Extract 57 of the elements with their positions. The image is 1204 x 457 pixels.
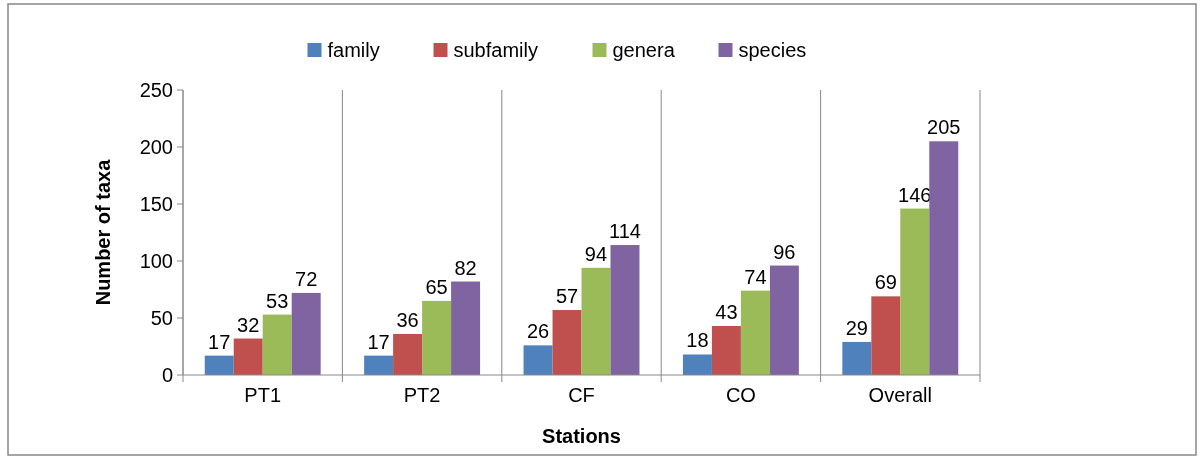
data-label: 205 [927, 116, 961, 139]
x-tick-label: CF [568, 384, 595, 406]
legend-label: family [327, 39, 380, 61]
y-tick-label: 200 [139, 136, 173, 158]
data-label: 29 [845, 316, 868, 339]
data-label: 94 [584, 242, 608, 265]
bar [871, 296, 901, 375]
bar [204, 355, 234, 375]
bar [682, 354, 712, 375]
bar [262, 314, 292, 375]
data-label: 69 [874, 271, 897, 294]
bar [842, 341, 872, 375]
bar [422, 300, 452, 375]
x-tick-label: PT1 [244, 384, 282, 406]
bar [610, 245, 640, 375]
bar [900, 208, 930, 375]
data-label: 17 [208, 330, 231, 353]
data-label: 26 [526, 320, 550, 343]
bar [523, 345, 553, 375]
x-tick-label: PT2 [403, 384, 441, 406]
data-label: 65 [425, 275, 448, 298]
y-axis-title: Number of taxa [92, 158, 114, 306]
data-label: 96 [773, 240, 796, 263]
data-label: 18 [686, 329, 709, 352]
bar [581, 267, 611, 375]
y-tick-label: 50 [150, 307, 173, 329]
bar [740, 290, 770, 375]
bar [393, 333, 423, 375]
bar [929, 141, 959, 375]
y-tick-label: 250 [139, 79, 173, 101]
data-label: 114 [609, 220, 641, 243]
data-label: 32 [237, 313, 260, 336]
data-label: 17 [367, 330, 390, 353]
x-tick-label: CO [725, 384, 756, 406]
bar [233, 338, 263, 375]
data-label: 53 [266, 289, 289, 312]
bar [451, 281, 481, 375]
y-tick-label: 150 [139, 193, 173, 215]
x-axis-title: Stations [542, 425, 621, 447]
bar [552, 310, 582, 375]
data-label: 57 [555, 285, 579, 308]
data-label: 74 [744, 265, 767, 288]
legend-label: genera [612, 39, 676, 61]
legend-label: species [738, 39, 807, 61]
bar [769, 265, 799, 375]
data-label: 36 [396, 308, 419, 331]
bar [291, 292, 321, 375]
data-label: 72 [295, 267, 318, 290]
bar [711, 325, 741, 375]
data-label: 82 [454, 256, 477, 279]
bar [364, 355, 394, 375]
x-tick-label: Overall [868, 384, 932, 406]
data-label: 146 [898, 183, 932, 206]
y-tick-label: 100 [139, 250, 173, 272]
data-label: 43 [715, 300, 738, 323]
y-tick-label: 0 [161, 364, 173, 386]
legend-label: subfamily [453, 39, 538, 61]
